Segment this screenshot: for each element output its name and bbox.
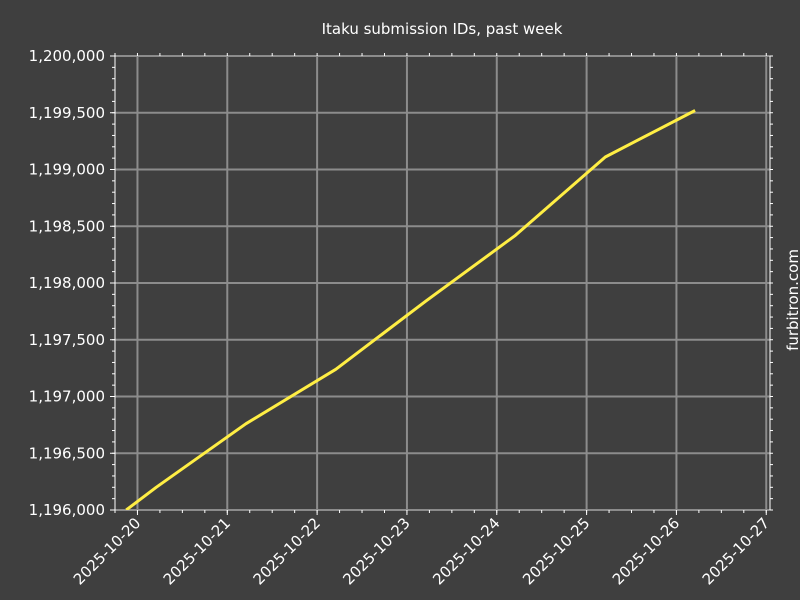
y-tick-label: 1,199,000 bbox=[29, 161, 105, 179]
x-tick-label: 2025-10-21 bbox=[160, 514, 234, 588]
y-tick-labels: 1,196,000 1,196,500 1,197,000 1,197,500 1,19… bbox=[29, 47, 105, 519]
series-layer bbox=[125, 109, 696, 510]
y-tick-label: 1,198,000 bbox=[29, 274, 105, 292]
y-tick-label: 1,197,500 bbox=[29, 331, 105, 349]
axes bbox=[110, 53, 773, 515]
chart-title: Itaku submission IDs, past week bbox=[322, 20, 563, 38]
x-tick-labels: 2025-10-20 2025-10-21 2025-10-22 2025-10-23… bbox=[70, 514, 773, 588]
y-tick-label: 1,198,500 bbox=[29, 217, 105, 235]
watermark: furbitron.com bbox=[784, 249, 800, 351]
y-tick-label: 1,200,000 bbox=[29, 47, 105, 65]
series-line bbox=[125, 109, 696, 510]
x-tick-label: 2025-10-23 bbox=[339, 514, 413, 588]
x-tick-label: 2025-10-20 bbox=[70, 514, 144, 588]
x-tick-label: 2025-10-22 bbox=[250, 514, 324, 588]
x-tick-label: 2025-10-27 bbox=[699, 514, 773, 588]
y-tick-label: 1,196,000 bbox=[29, 501, 105, 519]
y-tick-label: 1,197,000 bbox=[29, 388, 105, 406]
y-tick-label: 1,199,500 bbox=[29, 104, 105, 122]
x-tick-label: 2025-10-26 bbox=[609, 514, 683, 588]
y-tick-label: 1,196,500 bbox=[29, 444, 105, 462]
gridlines bbox=[115, 55, 770, 511]
x-tick-label: 2025-10-25 bbox=[519, 514, 593, 588]
x-tick-label: 2025-10-24 bbox=[429, 514, 503, 588]
